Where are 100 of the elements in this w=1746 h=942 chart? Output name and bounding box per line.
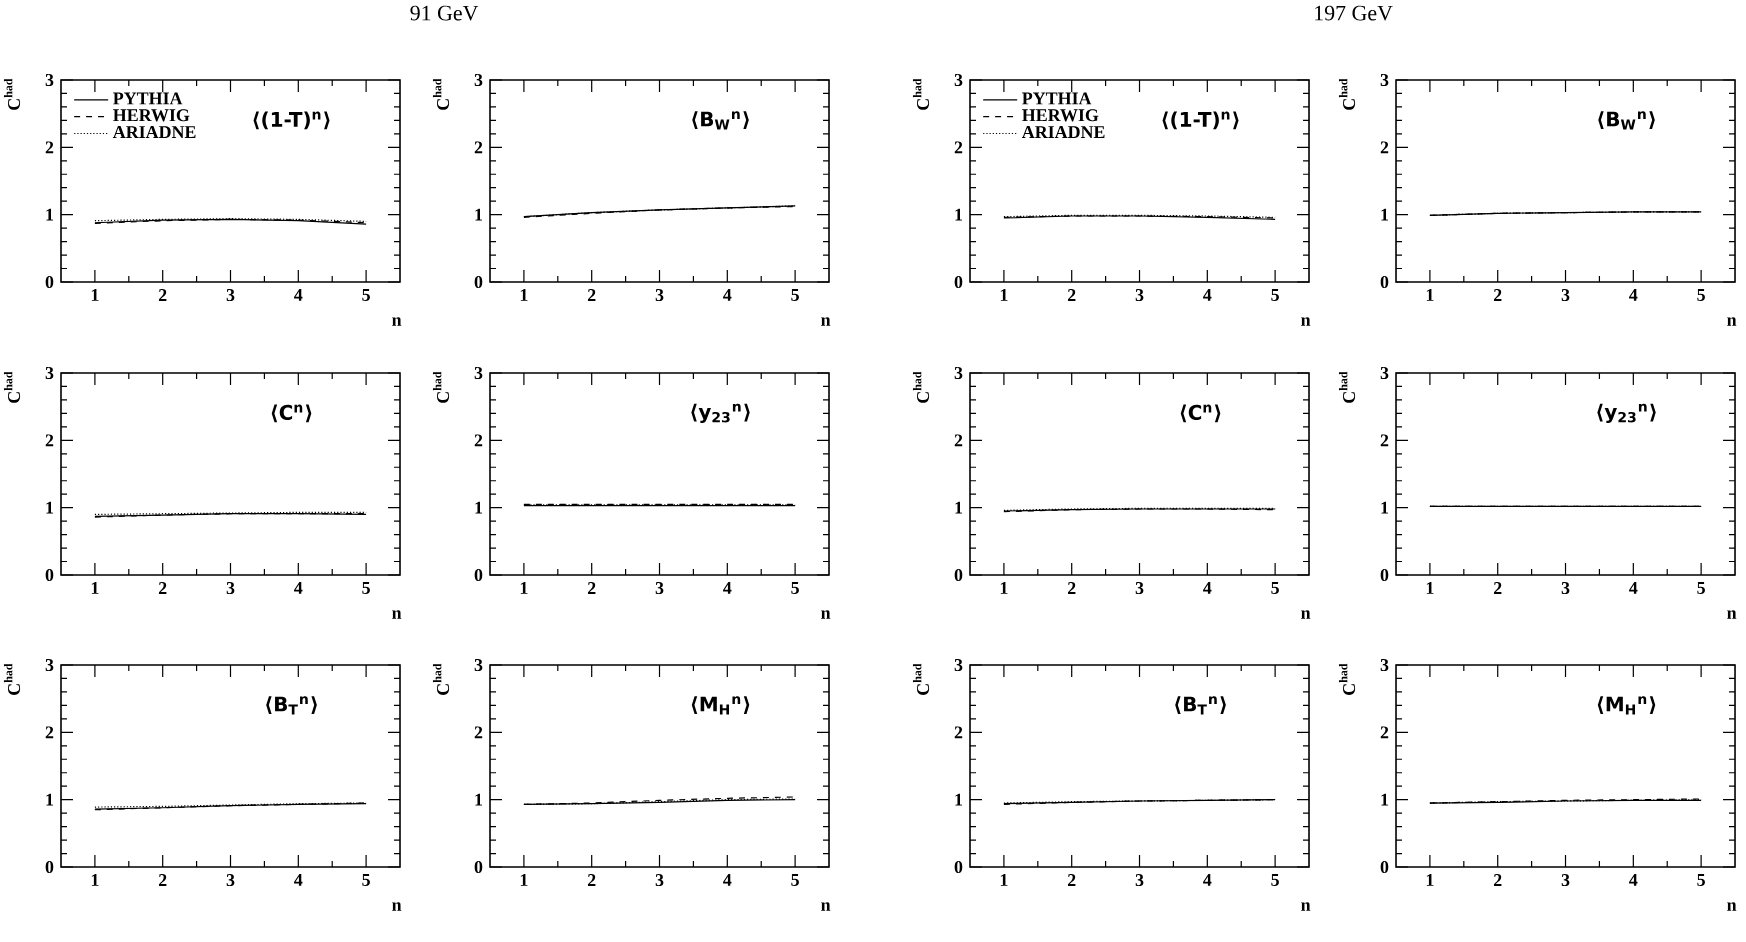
legend-label: ARIADNE	[1021, 126, 1105, 138]
annotation: ⟨(1-T)$^{n}$⟩	[253, 111, 330, 130]
x-tick-label: 3	[655, 289, 664, 302]
x-tick-label: 1	[1426, 582, 1434, 594]
x-tick-label: 2	[1493, 289, 1502, 301]
text: 197 GeV	[1315, 5, 1393, 21]
x-tick-label: 4	[1203, 874, 1212, 886]
x-tick-label: 5	[791, 582, 799, 594]
x-axis-title: n	[821, 610, 831, 619]
y-tick-label: 3	[474, 366, 483, 380]
legend-label: HERWIG	[1022, 109, 1099, 122]
y-axis-title: C$^{had}$	[1338, 78, 1356, 110]
y-tick-label: 3	[1380, 366, 1389, 380]
y-tick-label: 0	[1380, 568, 1389, 582]
y-tick-label: 0	[45, 568, 54, 582]
x-tick-label: 1	[1000, 582, 1008, 594]
x-tick-label: 5	[791, 874, 799, 886]
x-axis-title: n	[392, 902, 402, 911]
y-tick-label: 0	[954, 568, 963, 582]
y-tick-label: 2	[45, 141, 54, 154]
x-tick-label: 1	[91, 582, 99, 594]
annotation: ⟨y$_{23}$$^{n}$⟩	[691, 403, 750, 424]
legend-label: HERWIG	[113, 109, 190, 122]
x-tick-label: 3	[1135, 582, 1144, 595]
x-axis-title: n	[821, 317, 831, 326]
annotation: ⟨M$_{H}$$^{n}$⟩	[691, 696, 750, 715]
x-tick-label: 1	[1000, 874, 1008, 886]
y-tick-label: 1	[46, 208, 54, 221]
y-tick-label: 2	[45, 434, 54, 447]
y-tick-label: 1	[955, 208, 963, 221]
legend-label: PYTHIA	[1022, 92, 1092, 105]
y-tick-label: 1	[46, 793, 54, 806]
x-tick-label: 5	[362, 289, 370, 301]
x-tick-label: 2	[158, 289, 167, 301]
x-tick-label: 3	[226, 289, 235, 302]
x-axis-title: n	[1301, 610, 1311, 619]
y-tick-label: 2	[954, 726, 963, 739]
x-tick-label: 4	[723, 582, 732, 594]
y-tick-label: 1	[1381, 501, 1389, 514]
x-tick-label: 4	[294, 289, 303, 301]
x-tick-label: 3	[226, 874, 235, 887]
x-axis-title: n	[1301, 317, 1311, 326]
y-tick-label: 0	[474, 275, 483, 289]
y-axis-title: C$^{had}$	[3, 78, 21, 110]
y-tick-label: 0	[474, 860, 483, 874]
y-tick-label: 0	[954, 275, 963, 289]
x-tick-label: 1	[91, 289, 99, 301]
x-axis-title: n	[392, 610, 402, 619]
x-tick-label: 2	[587, 582, 596, 594]
x-tick-label: 5	[791, 289, 799, 301]
y-axis-title: C$^{had}$	[432, 371, 450, 403]
x-axis-title: n	[1301, 902, 1311, 911]
x-tick-label: 4	[1203, 582, 1212, 594]
y-axis-title: C$^{had}$	[3, 371, 21, 403]
y-axis-title: C$^{had}$	[1338, 663, 1356, 695]
y-tick-label: 3	[474, 73, 483, 87]
y-tick-label: 3	[954, 73, 963, 87]
y-axis-title: C$^{had}$	[432, 78, 450, 110]
x-tick-label: 2	[587, 289, 596, 301]
x-tick-label: 2	[587, 874, 596, 886]
y-tick-label: 1	[475, 793, 483, 806]
y-tick-label: 3	[1380, 73, 1389, 87]
y-tick-label: 3	[45, 73, 54, 87]
y-axis-title: C$^{had}$	[912, 371, 930, 403]
x-tick-label: 2	[1493, 874, 1502, 886]
y-tick-label: 1	[475, 501, 483, 514]
y-tick-label: 3	[45, 658, 54, 672]
y-tick-label: 0	[45, 275, 54, 289]
y-tick-label: 2	[474, 434, 483, 447]
y-tick-label: 2	[954, 434, 963, 447]
y-axis-title: C$^{had}$	[1338, 371, 1356, 403]
y-tick-label: 1	[475, 208, 483, 221]
x-tick-label: 1	[520, 874, 528, 886]
x-tick-label: 3	[226, 582, 235, 595]
annotation: ⟨B$_{T}$$^{n}$⟩	[266, 696, 317, 715]
x-tick-label: 3	[1561, 289, 1570, 302]
x-tick-label: 4	[294, 874, 303, 886]
x-tick-label: 3	[655, 582, 664, 595]
x-tick-label: 3	[1135, 289, 1144, 302]
y-tick-label: 2	[45, 726, 54, 739]
y-tick-label: 1	[955, 501, 963, 514]
y-tick-label: 1	[955, 793, 963, 806]
annotation: ⟨(1-T)$^{n}$⟩	[1162, 111, 1239, 130]
x-tick-label: 2	[1067, 289, 1076, 301]
x-tick-label: 1	[1000, 289, 1008, 301]
x-tick-label: 4	[294, 582, 303, 594]
text: 91 GeV	[410, 5, 479, 21]
y-axis-title: C$^{had}$	[912, 663, 930, 695]
x-tick-label: 1	[520, 289, 528, 301]
y-tick-label: 0	[954, 860, 963, 874]
x-tick-label: 4	[1629, 582, 1638, 594]
legend-label: PYTHIA	[113, 92, 183, 105]
annotation: ⟨B$_{T}$$^{n}$⟩	[1175, 696, 1226, 715]
y-tick-label: 2	[954, 141, 963, 154]
y-tick-label: 3	[45, 366, 54, 380]
x-tick-label: 5	[362, 582, 370, 594]
y-tick-label: 3	[1380, 658, 1389, 672]
x-tick-label: 4	[1629, 289, 1638, 301]
x-axis-title: n	[821, 902, 831, 911]
y-tick-label: 0	[1380, 275, 1389, 289]
